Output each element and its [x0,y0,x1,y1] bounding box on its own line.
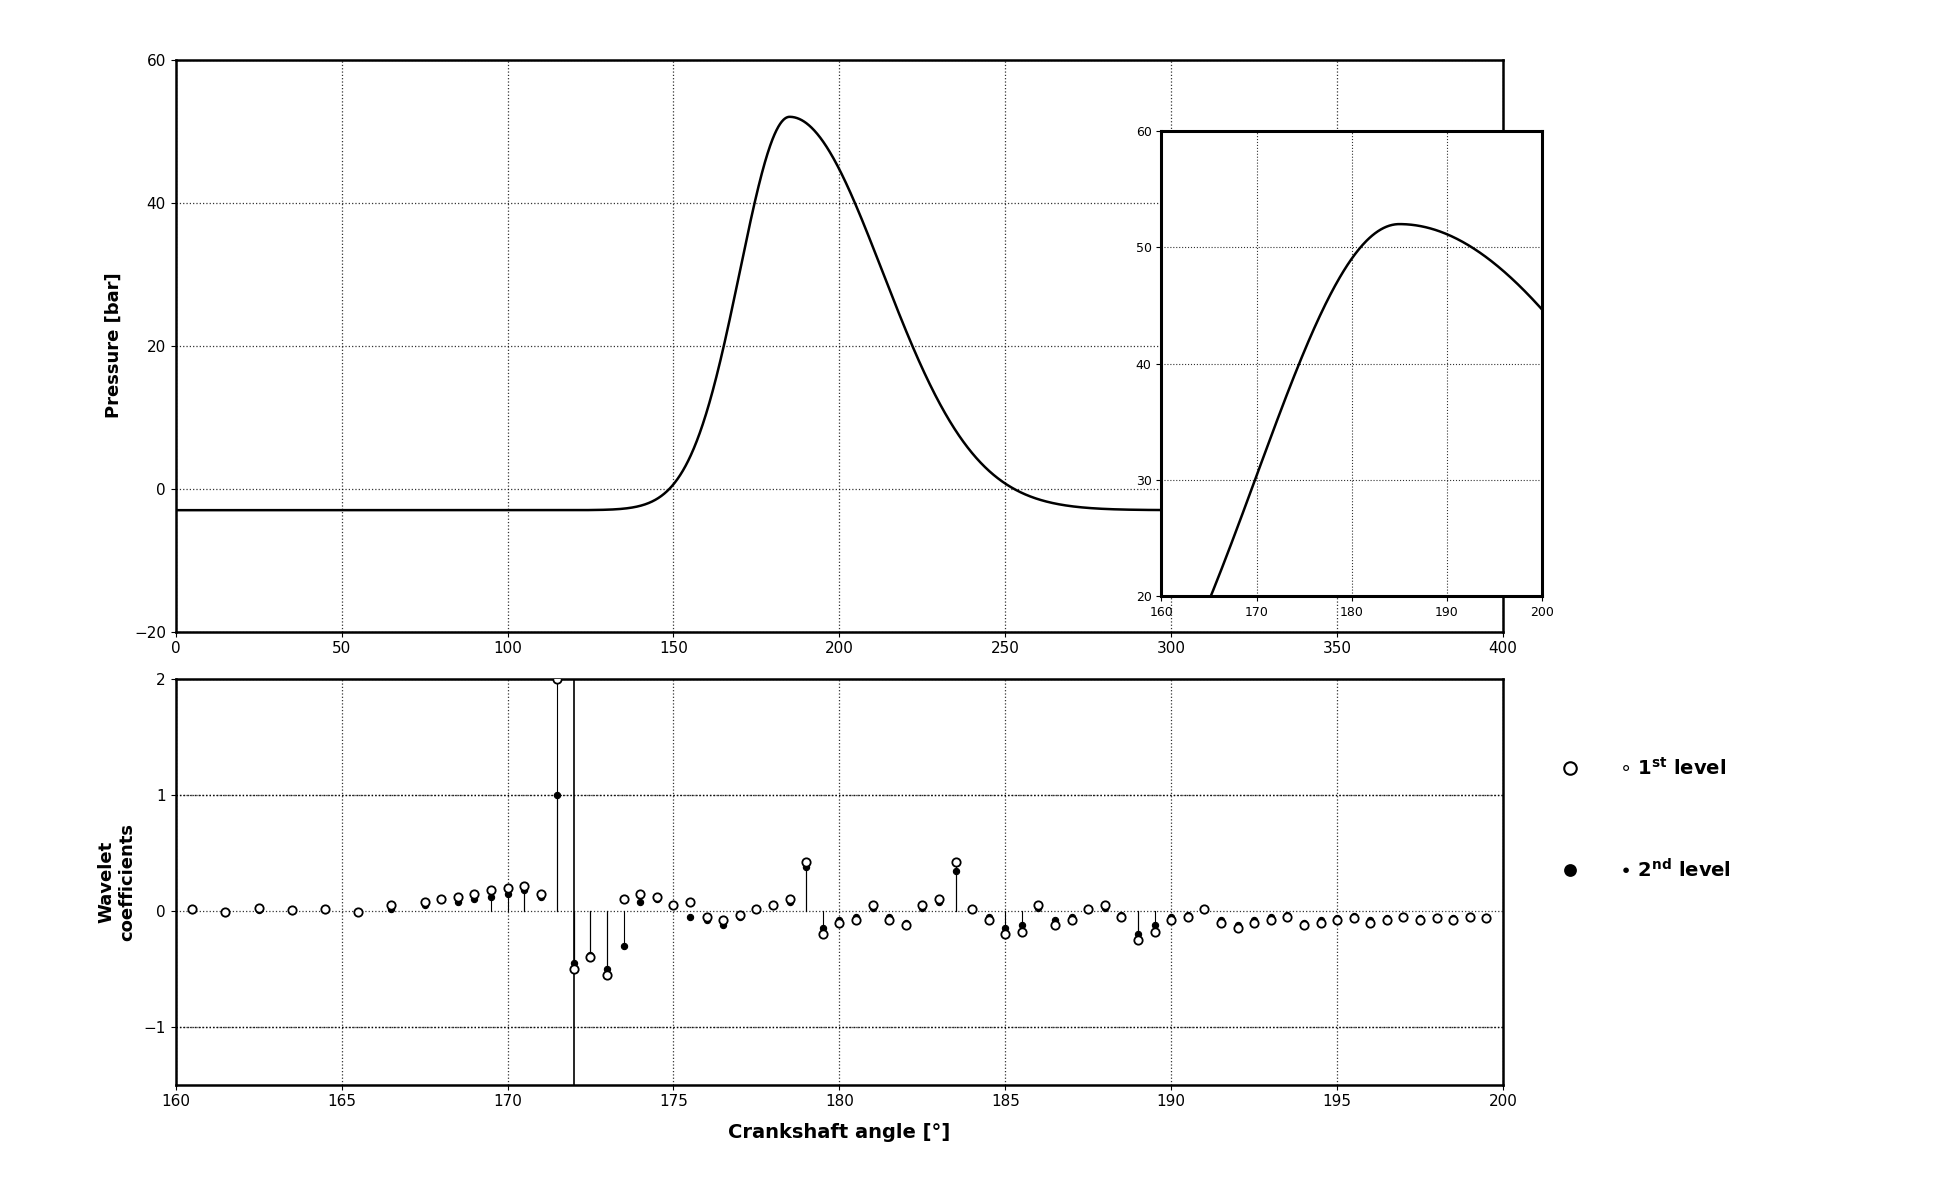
Text: $\bullet\ \mathbf{2^{nd}}$ level: $\bullet\ \mathbf{2^{nd}}$ level [1620,858,1731,882]
X-axis label: Crankshaft angle [°]: Crankshaft angle [°] [728,1123,951,1142]
Y-axis label: Wavelet
coefficients: Wavelet coefficients [98,824,137,940]
Y-axis label: Pressure [bar]: Pressure [bar] [105,273,123,418]
Text: $\circ\ \mathbf{1^{st}}$ level: $\circ\ \mathbf{1^{st}}$ level [1620,757,1726,778]
